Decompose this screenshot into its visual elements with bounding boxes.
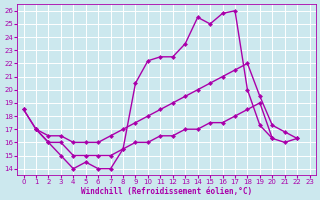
X-axis label: Windchill (Refroidissement éolien,°C): Windchill (Refroidissement éolien,°C): [81, 187, 252, 196]
